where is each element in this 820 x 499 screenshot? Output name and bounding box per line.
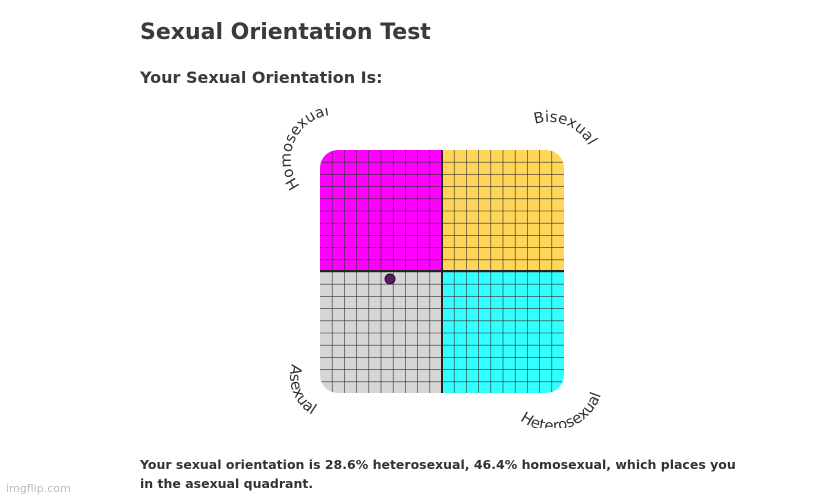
compass-chart: Homosexual Bisexual Asexual Heterosexual xyxy=(277,108,605,428)
page-title: Sexual Orientation Test xyxy=(140,20,431,45)
watermark: imgflip.com xyxy=(6,482,71,495)
label-bisexual: Bisexual xyxy=(532,108,601,148)
result-marker xyxy=(384,273,396,285)
result-description: Your sexual orientation is 28.6% heteros… xyxy=(140,457,736,491)
orientation-compass: Homosexual Bisexual Asexual Heterosexual xyxy=(270,108,610,428)
label-asexual: Asexual xyxy=(286,363,320,418)
result-heading: Your Sexual Orientation Is: xyxy=(140,68,383,87)
label-heterosexual: Heterosexual xyxy=(518,390,605,428)
compass-quadrants xyxy=(320,150,564,393)
